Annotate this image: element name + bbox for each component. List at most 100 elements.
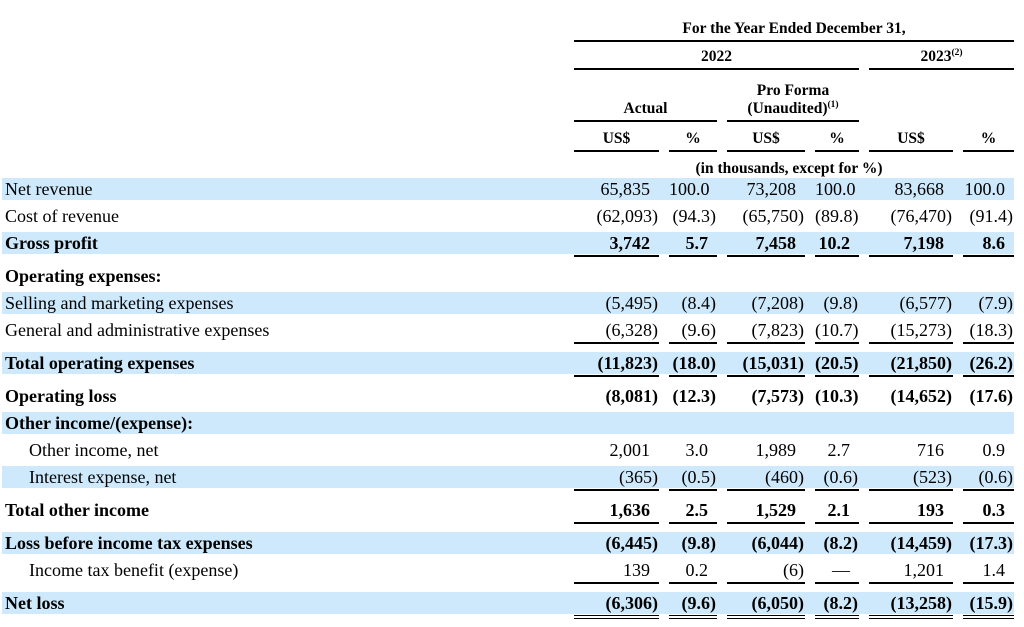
year-2023-header-cell: 2023(2)	[859, 42, 1015, 70]
cell-value	[859, 412, 953, 439]
row-label: Net loss	[2, 592, 564, 625]
cell-value: 5.7	[659, 232, 717, 265]
pro-forma-header-cell: Pro Forma (Unaudited)(1)	[717, 70, 859, 122]
cell-value: —	[805, 559, 859, 592]
cell-value: (11,823)	[564, 352, 659, 385]
cell-value: 0.9	[982, 440, 1006, 460]
table-row: Other income, net 2,001 3.0 1,989 2.7 716 0.9	[2, 439, 1014, 466]
row-label: Cost of revenue	[5, 206, 119, 226]
row-label: Loss before income tax expenses	[2, 532, 564, 559]
row-label: Gross profit	[2, 232, 564, 265]
cell-value: (18.0)	[659, 352, 717, 385]
row-label: Net revenue	[2, 178, 564, 205]
income-statement-table: For the Year Ended December 31, 2022 202…	[2, 8, 1015, 625]
cell-value: (14,459)	[859, 532, 953, 559]
header-year-row: 2022 2023(2)	[2, 42, 1015, 70]
cell-value: (7,823)	[717, 319, 805, 352]
table-body: Net revenue 65,835 100.0 73,208 100.0 83,668 1…	[2, 178, 1015, 625]
cell-value	[564, 412, 659, 439]
cell-value	[805, 412, 859, 439]
year-2023-header: 2023(2)	[869, 48, 1015, 70]
units-note: (in thousands, except for %)	[695, 160, 883, 177]
cell-value: 3,742	[564, 232, 659, 265]
cell-value: (460)	[717, 466, 805, 499]
actual-header-cell: Actual	[564, 70, 717, 122]
cell-value: (15,273)	[859, 319, 953, 352]
cell-value: (14,652)	[890, 386, 953, 406]
cell-value: 2.1	[805, 499, 859, 532]
table-row: Net loss (6,306) (9.6) (6,050) (8.2) (13,258)…	[2, 592, 1015, 625]
cell-value: 100.0	[805, 178, 859, 205]
cell-value: (0.6)	[953, 466, 1015, 499]
table-row: Cost of revenue (62,093) (94.3) (65,750) (89…	[2, 205, 1014, 232]
row-label: Total operating expenses	[2, 352, 564, 385]
col-header-pct-actual: %	[659, 122, 717, 152]
col-header-usd-2023: US$	[859, 122, 953, 152]
cell-value: (7,573)	[751, 386, 805, 406]
cell-value	[953, 412, 1015, 439]
table-row: Interest expense, net (365) (0.5) (460) (0.6…	[2, 466, 1015, 499]
header-spacer	[2, 70, 564, 122]
cell-value: (9.8)	[805, 292, 859, 319]
cell-value: 83,668	[859, 178, 953, 205]
table-row: Income tax benefit (expense) 139 0.2 (6) —1,…	[2, 559, 1015, 592]
cell-value: 716	[917, 440, 944, 460]
cell-value: (6,445)	[564, 532, 659, 559]
cell-value: 139	[564, 559, 659, 592]
cell-value: (6)	[717, 559, 805, 592]
cell-value	[717, 412, 805, 439]
cell-value	[805, 265, 859, 292]
table-row: General and administrative expenses (6,32…	[2, 319, 1015, 352]
cell-value: (10.3)	[815, 386, 859, 406]
cell-value: 0.2	[659, 559, 717, 592]
cell-value: (76,470)	[890, 206, 953, 226]
cell-value: 2,001	[609, 440, 651, 460]
header-spacer	[2, 122, 564, 152]
cell-value: 193	[859, 499, 953, 532]
cell-value: (65,750)	[742, 206, 805, 226]
cell-value: (8.2)	[805, 532, 859, 559]
table-row: Gross profit 3,742 5.7 7,458 10.2 7,198 8.6	[2, 232, 1015, 265]
cell-value: (6,577)	[859, 292, 953, 319]
cell-value: (10.7)	[805, 319, 859, 352]
period-header: For the Year Ended December 31,	[574, 20, 1015, 42]
cell-value: (15,031)	[717, 352, 805, 385]
cell-value	[564, 265, 659, 292]
cell-value: (365)	[564, 466, 659, 499]
table-row: Total other income 1,636 2.5 1,529 2.1 193 0.3	[2, 499, 1015, 532]
cell-value	[659, 412, 717, 439]
cell-value: 1,989	[755, 440, 797, 460]
cell-value: (18.3)	[953, 319, 1015, 352]
cell-value: (94.3)	[672, 206, 717, 226]
year-2022-header-cell: 2022	[564, 42, 859, 70]
table-row: Net revenue 65,835 100.0 73,208 100.0 83,668 1…	[2, 178, 1015, 205]
header-period-row: For the Year Ended December 31,	[2, 8, 1015, 42]
cell-value: (523)	[859, 466, 953, 499]
cell-value: (62,093)	[596, 206, 659, 226]
row-label: Selling and marketing expenses	[2, 292, 564, 319]
cell-value: 1.4	[953, 559, 1015, 592]
cell-value: (26.2)	[953, 352, 1015, 385]
header-spacer	[2, 42, 564, 70]
col-header-usd-actual: US$	[564, 122, 659, 152]
cell-value: 2.5	[659, 499, 717, 532]
cell-value: (7,208)	[717, 292, 805, 319]
cell-value: 100.0	[659, 178, 717, 205]
table-row: Operating expenses:	[2, 265, 1014, 292]
table-row: Operating loss (8,081) (12.3) (7,573) (10.3)…	[2, 385, 1014, 412]
col-header-pct-proforma: %	[805, 122, 859, 152]
header-spacer	[2, 152, 564, 178]
cell-value: 1,636	[564, 499, 659, 532]
cell-value: 3.0	[685, 440, 709, 460]
cell-value	[953, 265, 1014, 292]
cell-value: (6,044)	[717, 532, 805, 559]
cell-value: 1,201	[859, 559, 953, 592]
cell-value: (6,328)	[564, 319, 659, 352]
cell-value: (13,258)	[859, 592, 953, 625]
cell-value: (8.2)	[805, 592, 859, 625]
cell-value: (0.6)	[805, 466, 859, 499]
header-units-row: (in thousands, except for %)	[2, 152, 1014, 178]
table-row: Selling and marketing expenses (5,495) (8.…	[2, 292, 1015, 319]
cell-value: (17.3)	[953, 532, 1015, 559]
table-row: Other income/(expense):	[2, 412, 1015, 439]
